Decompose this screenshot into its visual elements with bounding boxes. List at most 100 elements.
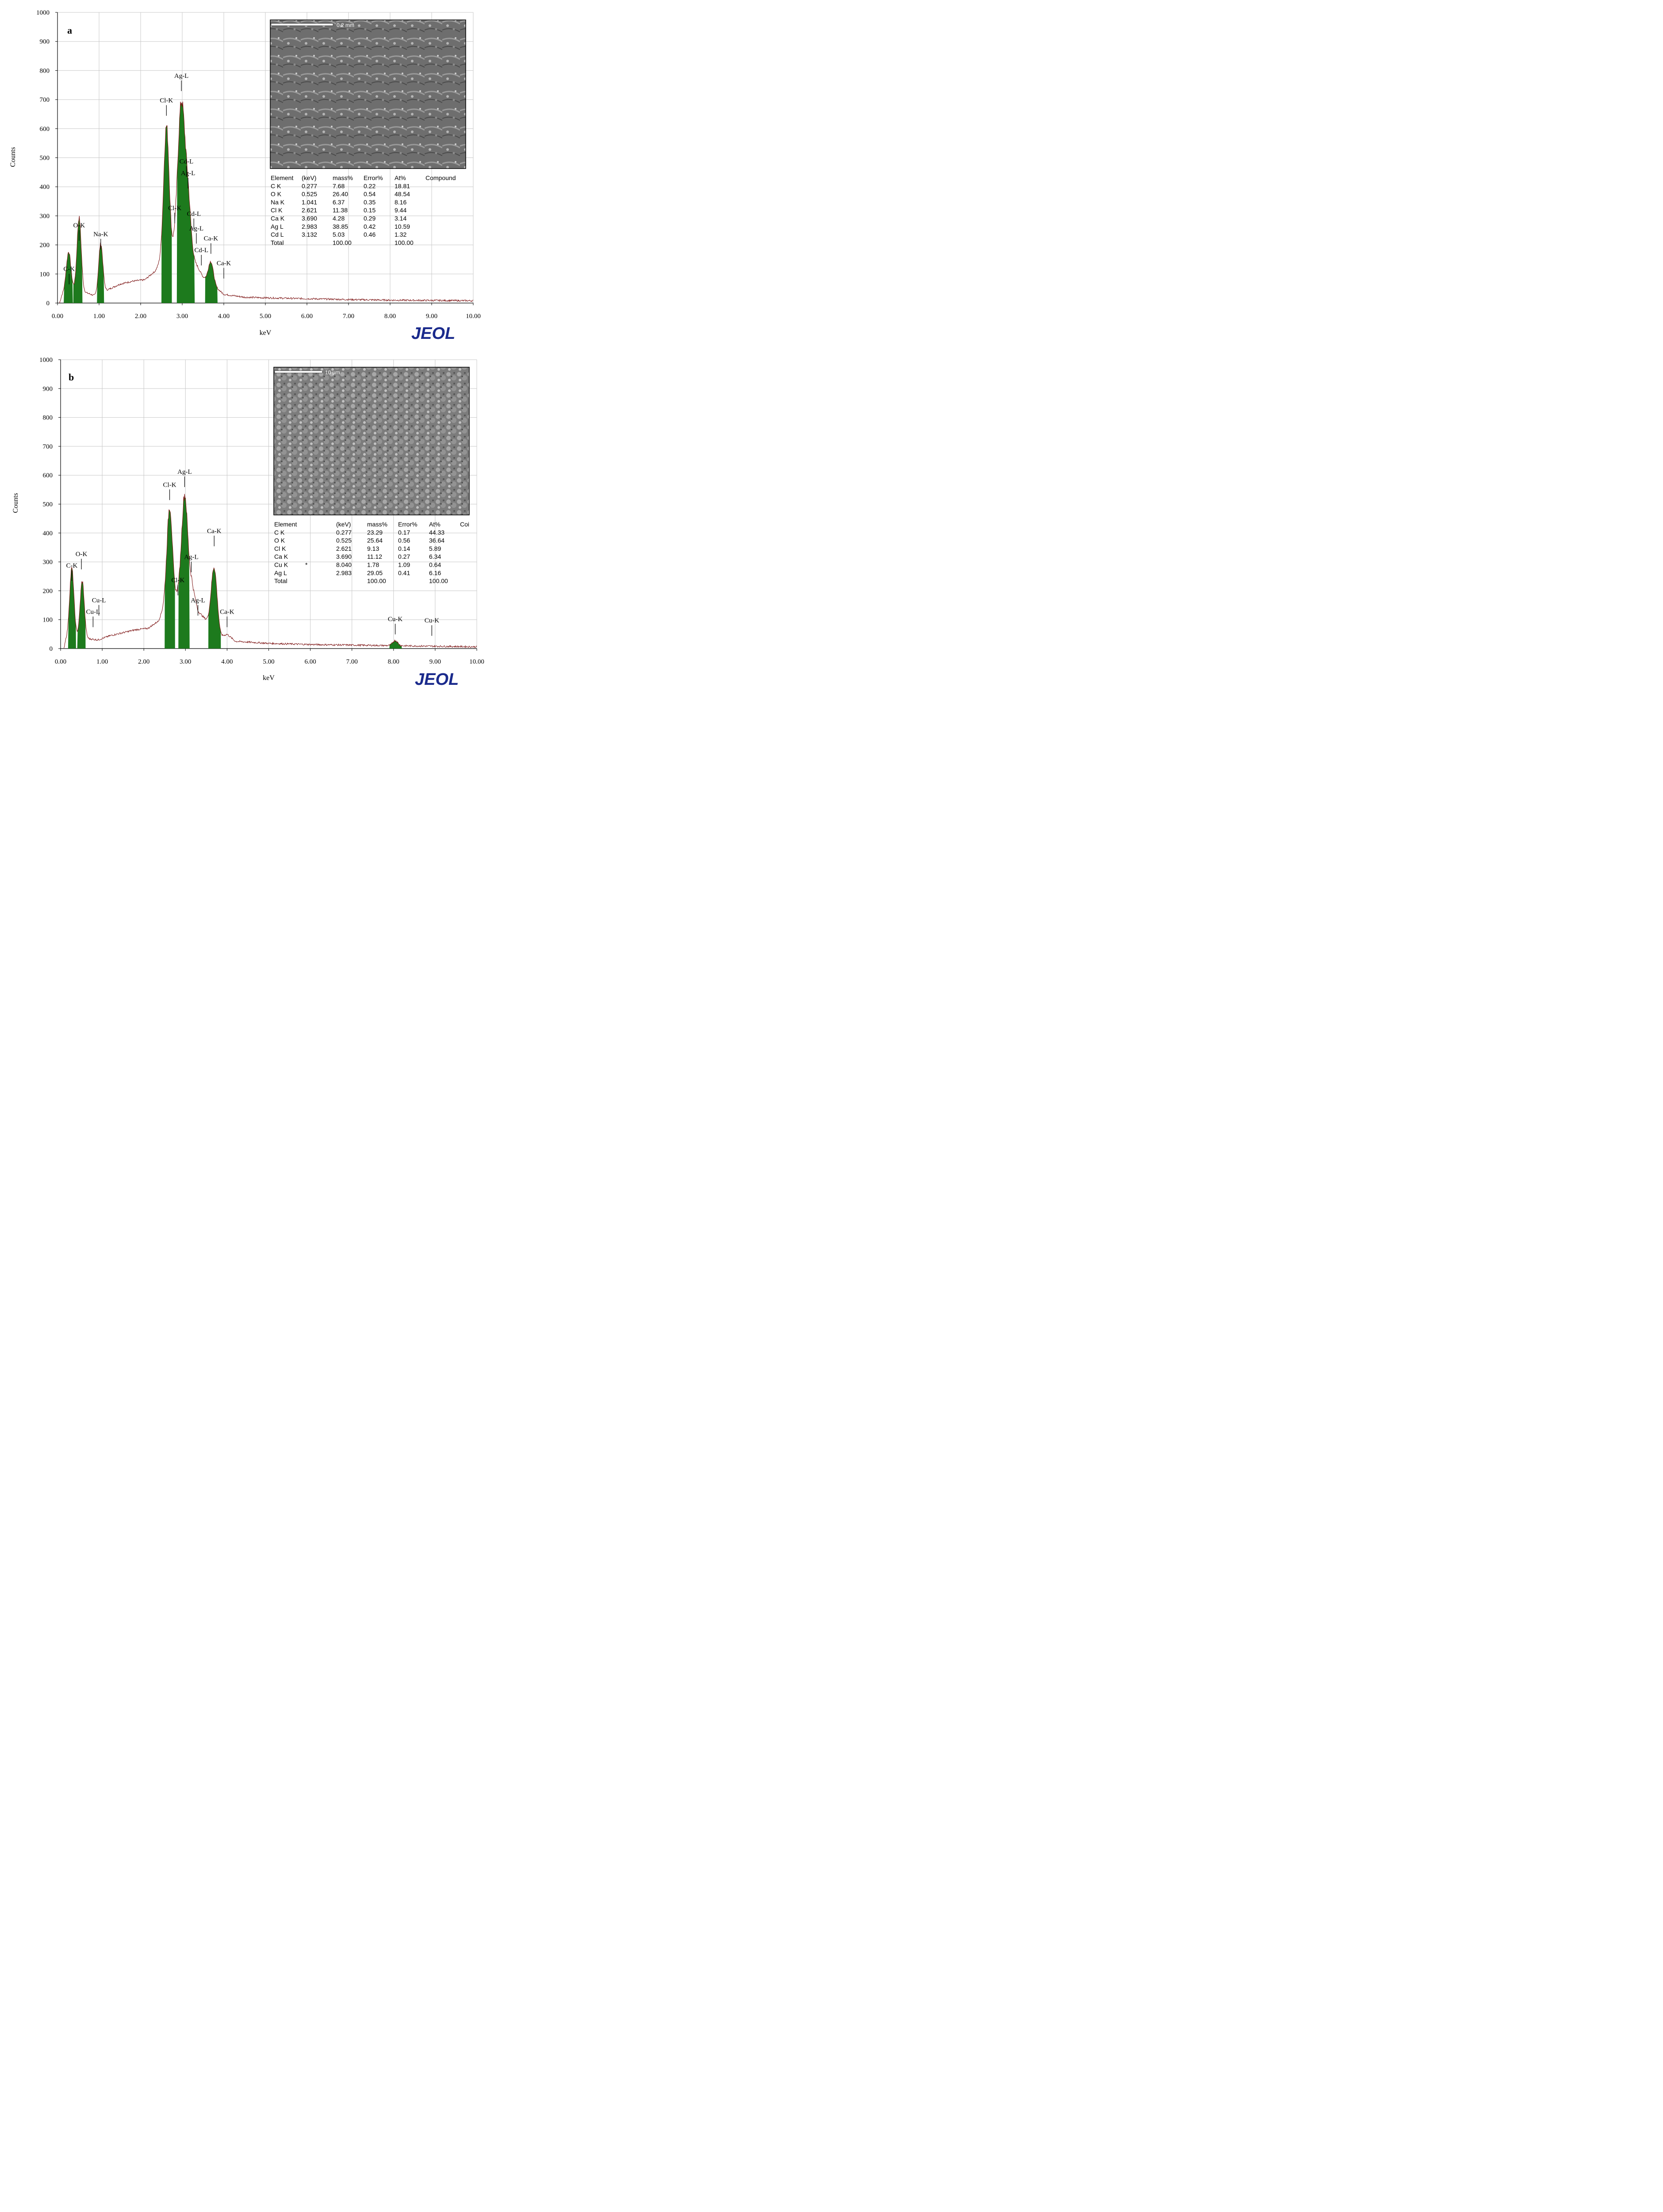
peak-fill xyxy=(178,494,190,649)
jeol-logo-a: JEOL xyxy=(411,324,455,343)
table-cell: 0.14 xyxy=(398,545,410,552)
y-tick-label: 400 xyxy=(43,530,53,537)
peak-label: Cl-K xyxy=(163,481,176,488)
table-header: (keV) xyxy=(336,521,351,528)
table-cell: 8.16 xyxy=(395,199,406,206)
peak-label: Ag-L xyxy=(184,554,199,561)
peak-label: Ag-L xyxy=(189,225,204,232)
peak-fill xyxy=(208,568,221,649)
x-tick-label: 7.00 xyxy=(343,313,354,320)
table-cell: 100.00 xyxy=(333,239,352,246)
table-cell: Ag L xyxy=(274,569,287,576)
y-tick-label: 600 xyxy=(43,472,53,479)
jeol-logo-b: JEOL xyxy=(415,670,459,689)
x-tick-label: 5.00 xyxy=(263,658,274,665)
table-cell: Ca K xyxy=(274,553,288,560)
x-tick-label: 8.00 xyxy=(388,658,399,665)
sem-micrograph: 0.2 mm xyxy=(270,19,466,169)
peak-label: Ag-L xyxy=(181,170,195,177)
table-cell: Total xyxy=(271,239,284,246)
peak-fill xyxy=(68,567,76,649)
peak-label: Ca-K xyxy=(217,260,231,267)
figure: 0.00 1.00 2.00 3.00 4.00 5.00 6.00 7.00 8.00 9.00… xyxy=(0,0,499,691)
table-cell: Cu K xyxy=(274,561,288,568)
y-tick-label: 0 xyxy=(46,300,50,307)
table-cell: 5.89 xyxy=(429,545,441,552)
table-cell: 0.22 xyxy=(364,182,376,189)
composition-table: Element (keV) mass% Error% At% Compound C K 0.2… xyxy=(271,174,456,246)
x-tick-label: 9.00 xyxy=(426,313,437,320)
y-tick-label: 500 xyxy=(43,501,53,508)
x-tick-label: 5.00 xyxy=(260,313,271,320)
table-header: Error% xyxy=(398,521,418,528)
peak-label: Ca-K xyxy=(207,528,222,535)
x-tick-label: 3.00 xyxy=(176,313,188,320)
peak-fill xyxy=(161,126,172,303)
table-cell: Cl K xyxy=(271,207,283,214)
y-tick-label: 700 xyxy=(43,443,53,450)
table-cell: 2.983 xyxy=(336,569,352,576)
table-cell: 0.42 xyxy=(364,223,376,230)
y-tick-label: 200 xyxy=(43,588,53,595)
peak-label: Cd-L xyxy=(187,211,201,218)
y-axis-label: Counts xyxy=(9,147,17,167)
table-cell: 1.09 xyxy=(398,561,410,568)
table-cell: 2.983 xyxy=(302,223,317,230)
panel-label-b: b xyxy=(69,372,74,383)
x-axis-label: keV xyxy=(260,329,272,337)
y-tick-label: 0 xyxy=(50,645,53,653)
panel-a: 0.00 1.00 2.00 3.00 4.00 5.00 6.00 7.00 8.00 9.00… xyxy=(9,9,481,337)
table-cell: Ca K xyxy=(271,215,285,222)
table-header: Error% xyxy=(364,174,383,181)
peak-label: Cl-K xyxy=(168,205,181,212)
table-cell: 10.59 xyxy=(395,223,410,230)
x-tick-label: 3.00 xyxy=(180,658,191,665)
x-tick-label: 2.00 xyxy=(135,313,146,320)
peak-label: C-K xyxy=(66,562,77,569)
y-tick-label: 600 xyxy=(40,126,50,133)
eds-figure: 0.00 1.00 2.00 3.00 4.00 5.00 6.00 7.00 8.00 9.00… xyxy=(9,9,484,689)
table-cell: 25.64 xyxy=(367,537,383,544)
table-cell: 0.17 xyxy=(398,529,410,536)
table-cell: C K xyxy=(274,529,285,536)
table-cell: 0.29 xyxy=(364,215,376,222)
x-tick-label: 0.00 xyxy=(55,658,66,665)
peak-fill xyxy=(73,216,83,303)
sem-image xyxy=(273,367,470,515)
table-header: mass% xyxy=(367,521,387,528)
table-cell: 100.00 xyxy=(367,577,386,584)
table-cell: 7.68 xyxy=(333,182,345,189)
peak-label: O-K xyxy=(76,551,88,558)
table-cell: 6.16 xyxy=(429,569,441,576)
peak-label: Cu-K xyxy=(425,617,440,624)
peak-label: Na-K xyxy=(93,231,108,238)
table-cell: 11.38 xyxy=(333,207,348,214)
panel-label-a: a xyxy=(67,25,72,36)
table-cell: 8.040 xyxy=(336,561,352,568)
y-tick-label: 700 xyxy=(40,96,50,104)
table-cell: 23.29 xyxy=(367,529,383,536)
peak-label: C-K xyxy=(63,266,75,273)
x-tick-label: 6.00 xyxy=(304,658,316,665)
x-tick-label: 0.00 xyxy=(52,313,63,320)
table-cell: 0.56 xyxy=(398,537,410,544)
table-cell: 0.35 xyxy=(364,199,376,206)
table-cell: 0.64 xyxy=(429,561,441,568)
panel-b: 0.00 1.00 2.00 3.00 4.00 5.00 6.00 7.00 8.00 9.00… xyxy=(12,357,484,682)
x-tick-label: 10.00 xyxy=(469,658,484,665)
table-header: mass% xyxy=(333,174,353,181)
y-tick-label: 100 xyxy=(40,271,50,278)
scale-bar xyxy=(271,23,333,26)
table-cell: 0.525 xyxy=(336,537,352,544)
table-cell: 0.41 xyxy=(398,569,410,576)
table-cell: Ag L xyxy=(271,223,284,230)
table-cell: O K xyxy=(271,191,282,198)
peak-label: Cu-L xyxy=(92,597,106,604)
y-tick-label: 500 xyxy=(40,155,50,162)
peak-fill xyxy=(64,252,73,303)
composition-table: Element (keV) mass% Error% At% Coi C K 0.277 23.… xyxy=(274,521,469,584)
scale-bar-label: 10 µm xyxy=(325,369,340,376)
table-cell: 11.12 xyxy=(367,553,382,560)
table-cell: Cl K xyxy=(274,545,286,552)
table-cell: 100.00 xyxy=(429,577,448,584)
